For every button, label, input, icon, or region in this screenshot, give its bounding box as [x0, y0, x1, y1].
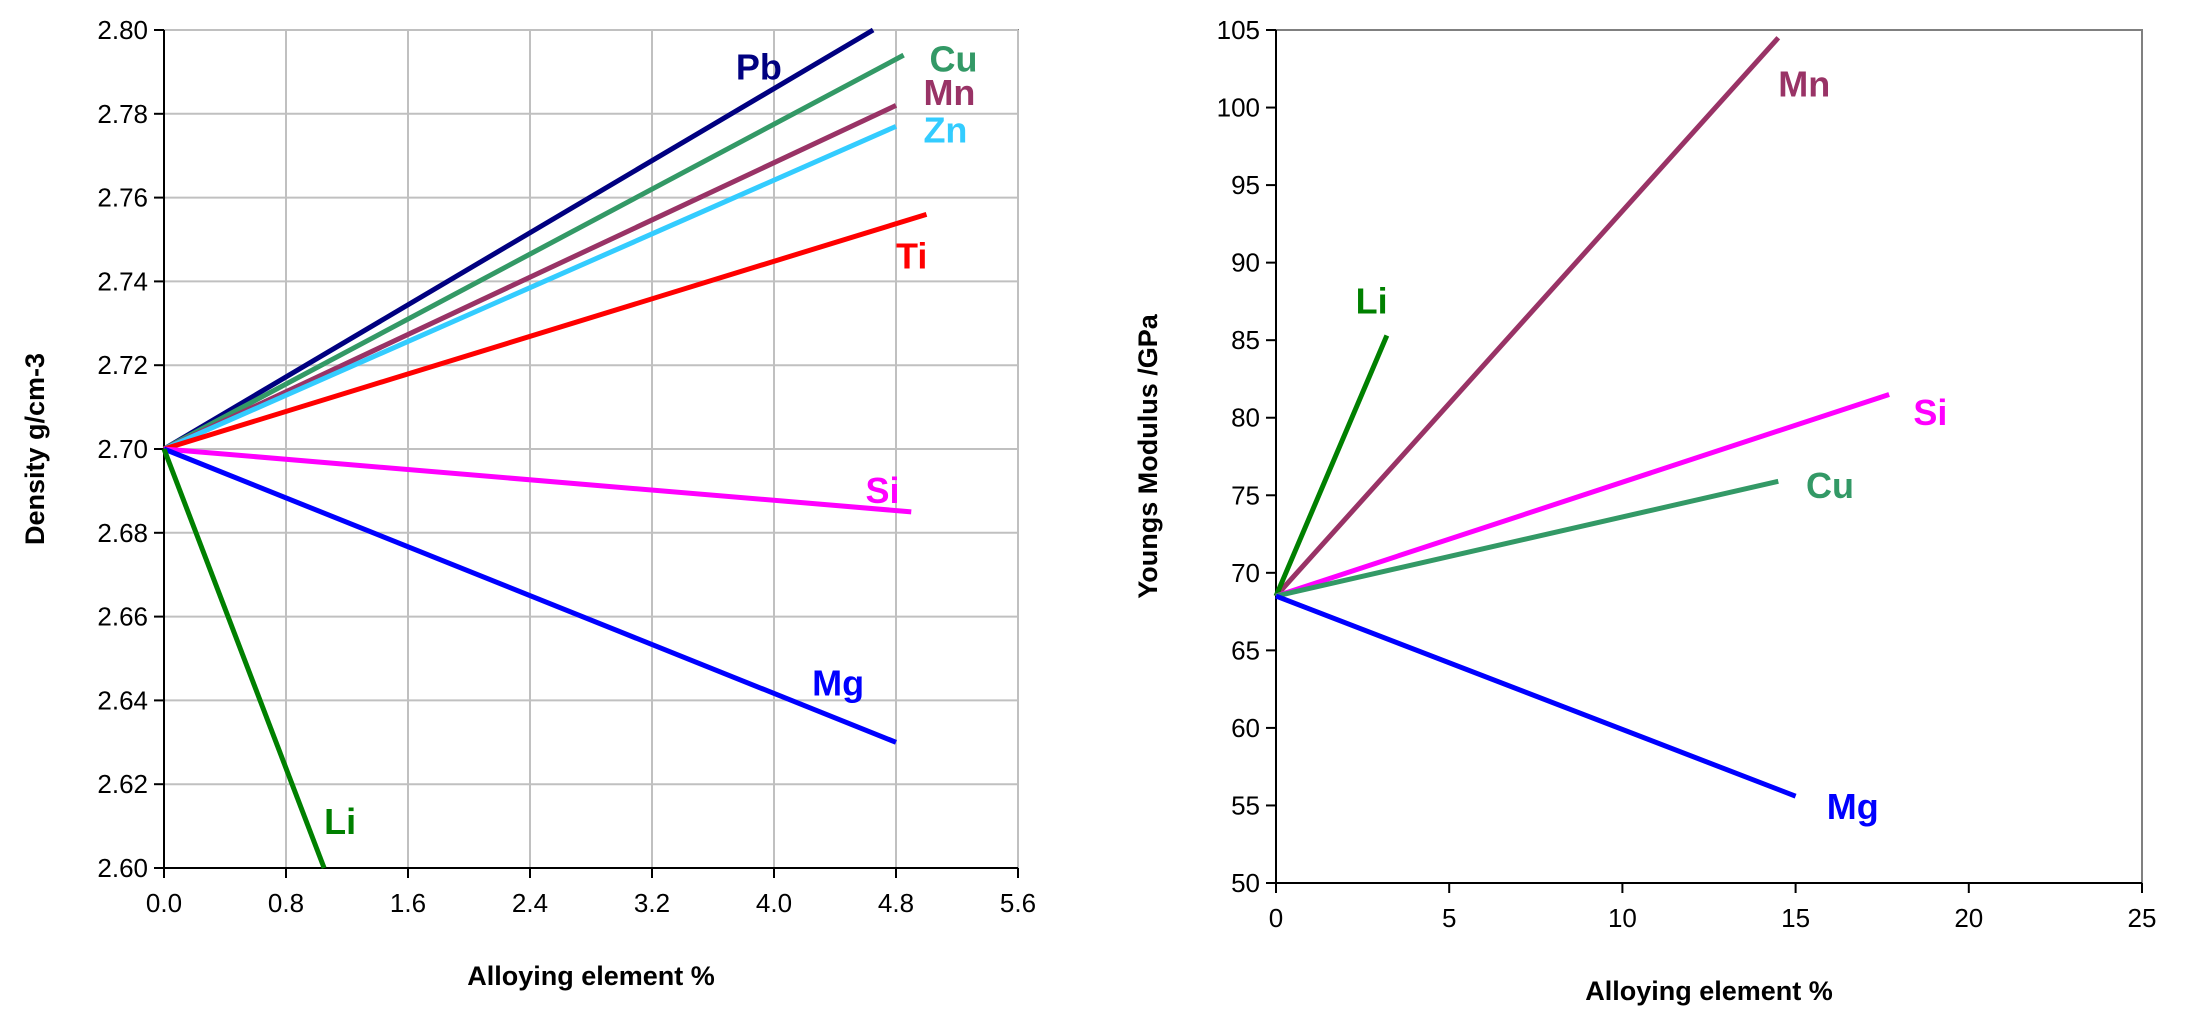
- x-tick-label: 2.4: [512, 888, 548, 918]
- x-tick-label: 1.6: [390, 888, 426, 918]
- series-label-li: Li: [324, 801, 356, 842]
- x-tick-label: 25: [2128, 903, 2157, 933]
- series-label-li: Li: [1356, 280, 1388, 321]
- x-tick-label: 5.6: [1000, 888, 1036, 918]
- series-line-mn: [162, 103, 898, 452]
- x-tick-label: 0: [1269, 903, 1283, 933]
- series-label-mn: Mn: [1778, 63, 1830, 104]
- y-tick-label: 50: [1231, 868, 1260, 898]
- series-line-mg: [1275, 593, 1797, 799]
- plot-area: [1275, 29, 2143, 884]
- series-label-ti: Ti: [896, 235, 927, 276]
- series-line-li: [161, 448, 327, 869]
- series-label-si: Si: [866, 470, 900, 511]
- x-tick-label: 4.0: [756, 888, 792, 918]
- y-tick-label: 2.64: [97, 685, 148, 715]
- y-tick-label: 70: [1231, 558, 1260, 588]
- y-tick-label: 2.60: [97, 853, 148, 883]
- series-line-si: [1275, 392, 1890, 599]
- y-tick-label: 2.62: [97, 769, 148, 799]
- series-line-si: [163, 446, 912, 515]
- y-tick-label: 2.72: [97, 350, 148, 380]
- x-tick-label: 0.0: [146, 888, 182, 918]
- x-axis-title: Alloying element %: [467, 961, 715, 991]
- y-tick-label: 95: [1231, 170, 1260, 200]
- x-tick-label: 0.8: [268, 888, 304, 918]
- x-tick-label: 5: [1442, 903, 1456, 933]
- series-line-mg: [163, 446, 897, 745]
- y-tick-label: 2.70: [97, 434, 148, 464]
- y-axis-title: Density g/cm-3: [20, 353, 50, 545]
- y-tick-label: 2.68: [97, 518, 148, 548]
- y-tick-label: 90: [1231, 248, 1260, 278]
- x-tick-label: 4.8: [878, 888, 914, 918]
- series-label-cu: Cu: [1806, 465, 1854, 506]
- x-tick-label: 15: [1781, 903, 1810, 933]
- series-label-si: Si: [1913, 392, 1947, 433]
- series-label-zn: Zn: [923, 110, 967, 151]
- series-line-cu: [1275, 478, 1779, 599]
- series-label-pb: Pb: [736, 47, 782, 88]
- series-line-pb: [162, 27, 875, 452]
- y-tick-label: 60: [1231, 713, 1260, 743]
- y-tick-label: 105: [1217, 15, 1260, 45]
- y-tick-label: 2.76: [97, 183, 148, 213]
- series-line-cu: [162, 52, 905, 452]
- y-tick-label: 2.74: [97, 266, 148, 296]
- density-chart: 0.0 0.8 1.6 2.4 3.2 4.0 4.8 5.6 2.60 2.62 2.64 2.66…: [20, 15, 1036, 991]
- y-axis-title: Youngs Modulus /GPa: [1133, 313, 1163, 598]
- series-label-mg: Mg: [1827, 786, 1879, 827]
- series-line-zn: [162, 124, 898, 452]
- y-tick-label: 65: [1231, 635, 1260, 665]
- y-tick-label: 75: [1231, 480, 1260, 510]
- x-tick-label: 20: [1954, 903, 1983, 933]
- series-line-ti: [163, 211, 928, 452]
- youngs-modulus-chart: 0 5 10 15 20 25 50 55 60 65 70 75 80 85 90 95 100 105 Allo…: [1133, 15, 2156, 1006]
- y-tick-label: 80: [1231, 403, 1260, 433]
- y-tick-label: 55: [1231, 790, 1260, 820]
- y-tick-label: 2.78: [97, 99, 148, 129]
- series-label-mg: Mg: [812, 663, 864, 704]
- y-tick-label: 85: [1231, 325, 1260, 355]
- y-tick-label: 100: [1217, 93, 1260, 123]
- x-tick-label: 10: [1608, 903, 1637, 933]
- series-line-li: [1273, 334, 1390, 598]
- x-axis-title: Alloying element %: [1585, 976, 1833, 1006]
- x-tick-label: 3.2: [634, 888, 670, 918]
- y-tick-label: 2.80: [97, 15, 148, 45]
- series-label-mn: Mn: [923, 72, 975, 113]
- series-label-cu: Cu: [930, 38, 978, 79]
- y-tick-label: 2.66: [97, 602, 148, 632]
- series-line-mn: [1274, 36, 1781, 598]
